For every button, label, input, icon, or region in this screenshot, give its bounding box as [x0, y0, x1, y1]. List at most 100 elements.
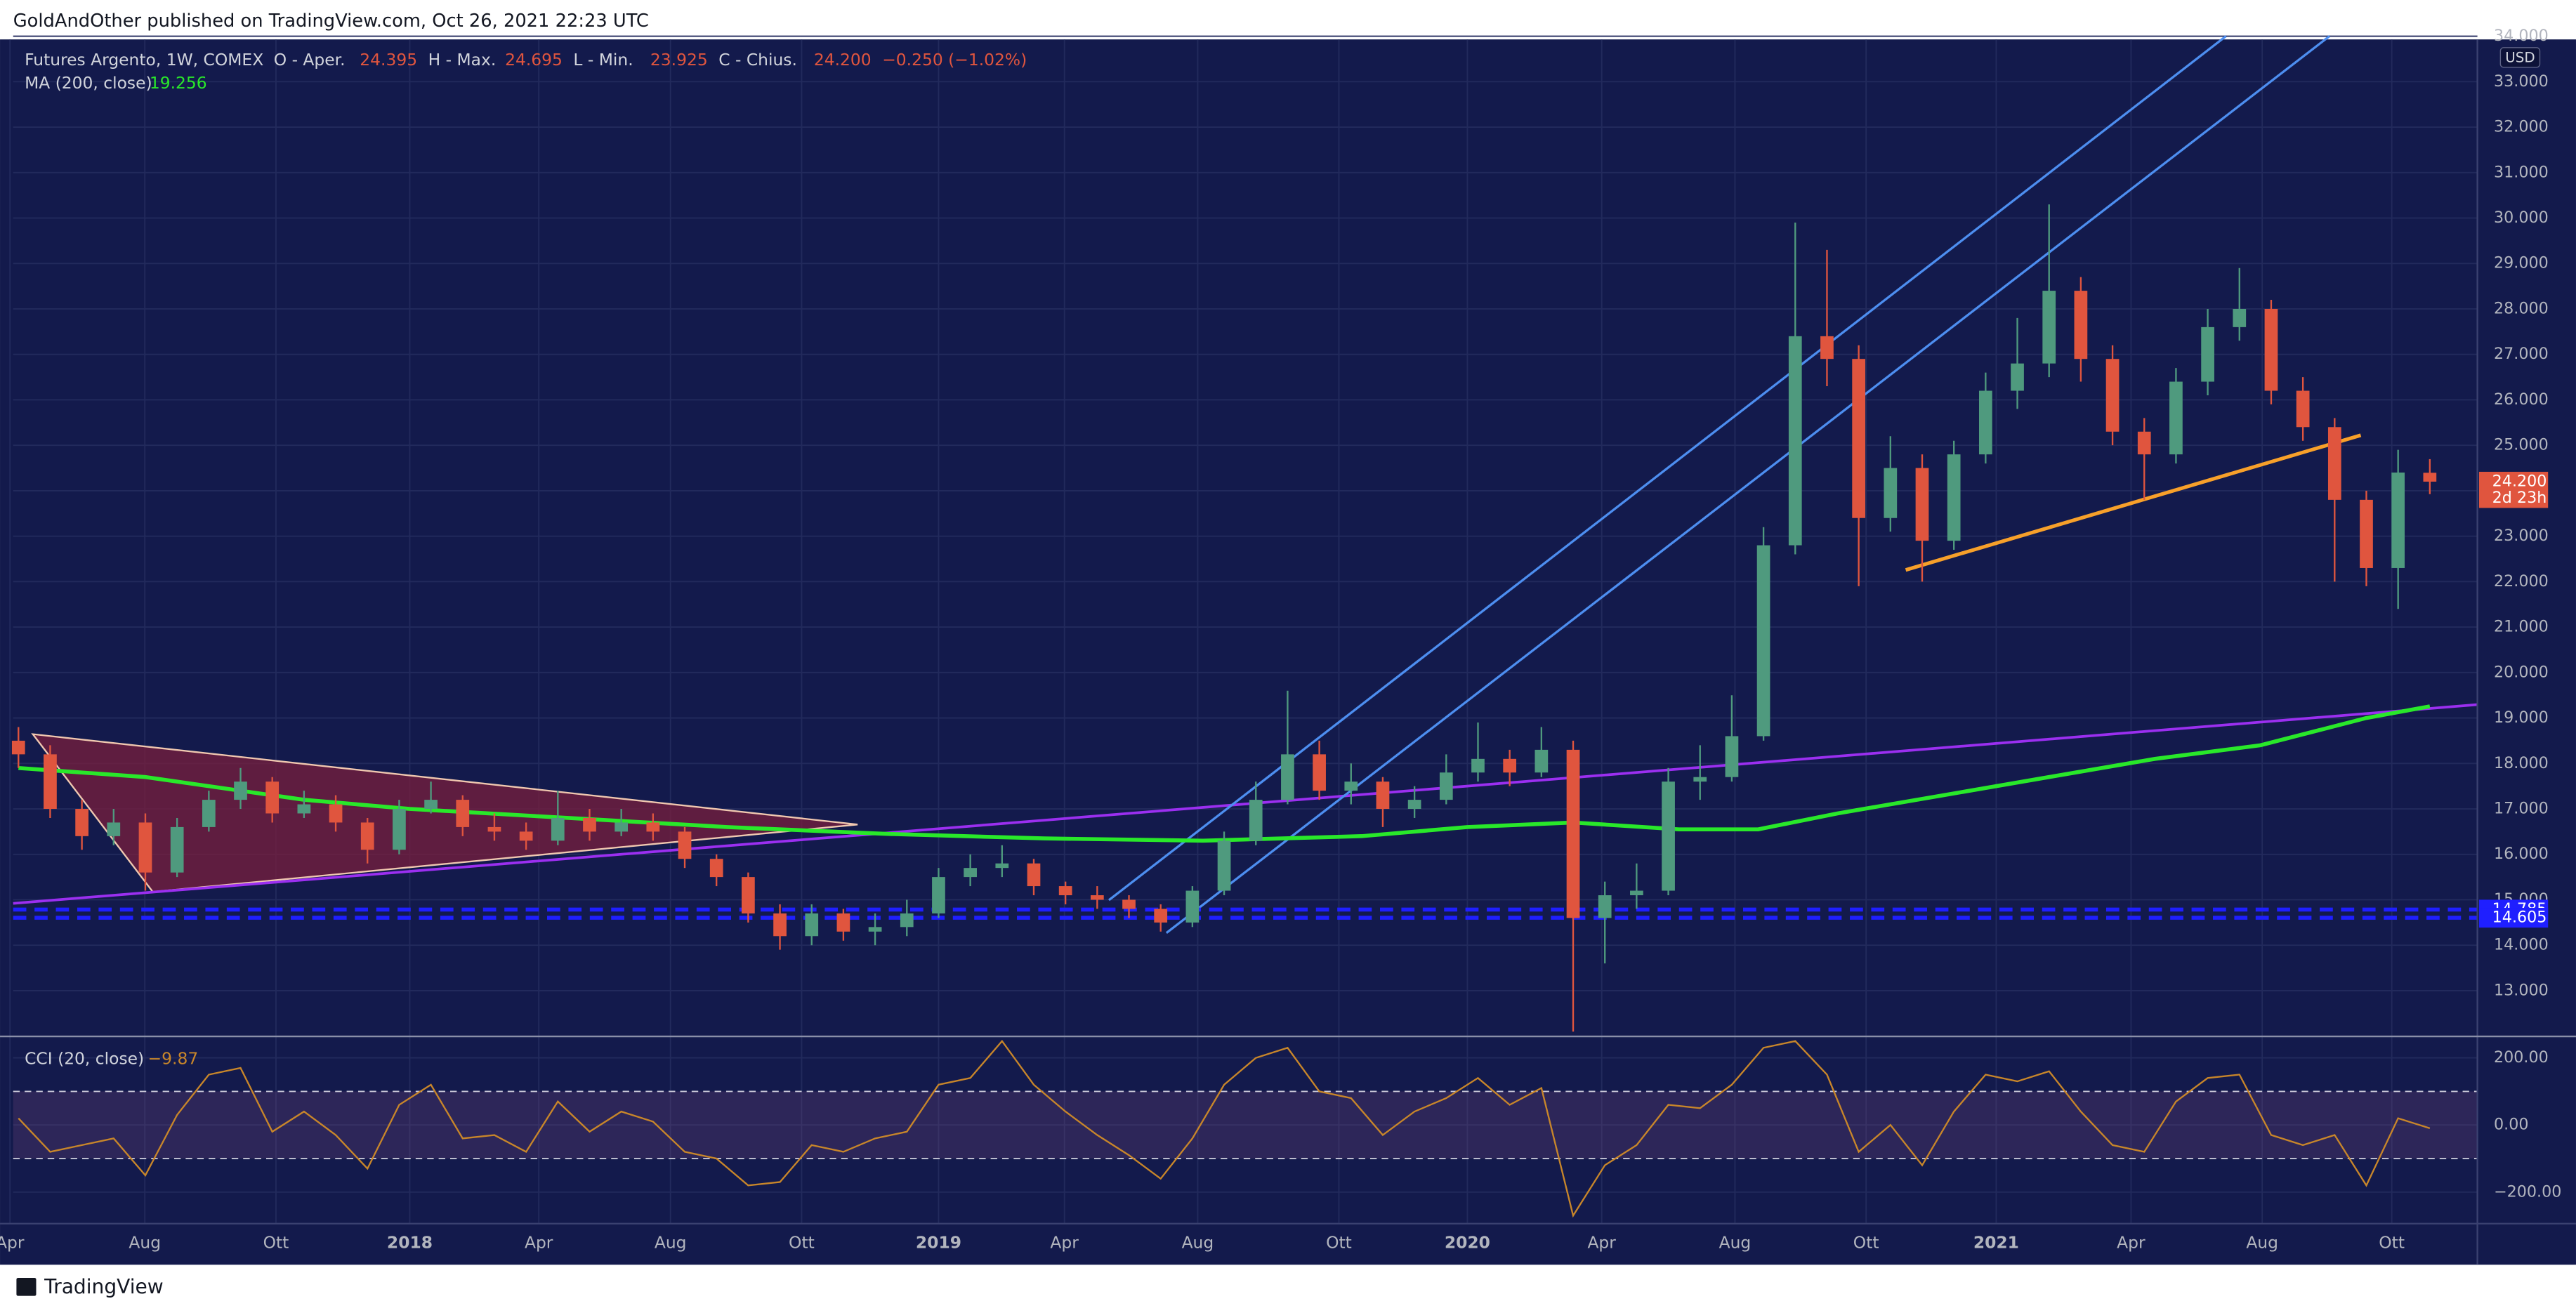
- candle-body: [519, 831, 533, 841]
- candle-body: [2296, 390, 2310, 428]
- triangle-pattern: [31, 733, 858, 893]
- candle-body: [2327, 427, 2341, 500]
- y-tick-label: 33.000: [2494, 72, 2549, 91]
- ohlc-value: 24.200: [814, 50, 872, 70]
- price-badge-countdown: 2d 23h: [2492, 489, 2547, 507]
- x-tick-label: Apr: [0, 1232, 25, 1252]
- candle-body: [360, 822, 374, 850]
- x-tick-label: Ott: [1326, 1232, 1352, 1252]
- candle-body: [1217, 840, 1231, 891]
- candle-body: [1566, 749, 1580, 918]
- y-tick-label: 26.000: [2494, 390, 2549, 409]
- x-tick-label: Apr: [525, 1232, 553, 1252]
- candle-body: [2360, 499, 2373, 568]
- candle-body: [1884, 468, 1898, 518]
- footer-logo: TradingView: [16, 1275, 164, 1298]
- y-tick-label: 29.000: [2494, 254, 2549, 272]
- candle-body: [456, 800, 470, 827]
- candle-body: [1249, 800, 1263, 841]
- y-tick-label: 13.000: [2494, 981, 2549, 999]
- candle-body: [2011, 363, 2024, 391]
- y-tick-label: 30.000: [2494, 209, 2549, 227]
- candle-body: [393, 809, 406, 850]
- ohlc-label: O - Aper.: [274, 50, 346, 70]
- candle-body: [1915, 468, 1929, 541]
- x-tick-label: Apr: [1050, 1232, 1079, 1252]
- candle-body: [1788, 336, 1802, 546]
- ma-last-value: 19.256: [150, 73, 207, 93]
- candle-body: [297, 804, 311, 814]
- candle-body: [138, 822, 152, 873]
- y-tick-label: 18.000: [2494, 754, 2549, 772]
- candle-body: [1693, 777, 1707, 782]
- candle-body: [170, 826, 184, 873]
- ma-legend: MA (200, close): [25, 73, 152, 93]
- candle-body: [1503, 758, 1517, 773]
- x-tick-label: Aug: [129, 1232, 161, 1252]
- candle-body: [995, 863, 1009, 869]
- y-tick-label: 14.000: [2494, 936, 2549, 954]
- candle-body: [646, 822, 660, 832]
- logo-mark: [16, 1277, 37, 1296]
- x-tick-label: Ott: [1853, 1232, 1879, 1252]
- x-tick-label: Ott: [263, 1232, 289, 1252]
- y-tick-label: 32.000: [2494, 118, 2549, 136]
- cci-tick-label: 200.00: [2494, 1048, 2549, 1067]
- candle-body: [2169, 381, 2183, 455]
- candle-body: [615, 822, 629, 832]
- brand-name: TradingView: [44, 1275, 164, 1298]
- ohlc-label: H - Max.: [428, 50, 497, 70]
- chart-background: [0, 39, 2576, 1265]
- candle-body: [234, 781, 247, 800]
- channel-line: [1165, 35, 2331, 934]
- channel-line: [1108, 35, 2227, 902]
- y-tick-label: 28.000: [2494, 299, 2549, 317]
- ohlc-label: L - Min.: [573, 50, 633, 70]
- currency-box: [2499, 47, 2541, 68]
- x-tick-label: Aug: [1719, 1232, 1752, 1252]
- candle-body: [1122, 899, 1136, 909]
- candle-body: [1535, 749, 1549, 773]
- candle-body: [583, 817, 596, 832]
- candle-body: [1947, 454, 1961, 541]
- candle-body: [1756, 545, 1770, 737]
- publish-header: GoldAndOther published on TradingView.co…: [13, 11, 649, 32]
- candle-body: [1662, 781, 1675, 891]
- candle-body: [1978, 390, 1992, 455]
- candle-body: [487, 826, 501, 832]
- candle-body: [773, 913, 787, 937]
- candle-body: [107, 822, 121, 836]
- candle-body: [1185, 890, 1200, 923]
- cci-tick-label: −200.00: [2494, 1182, 2561, 1201]
- candle-body: [2074, 291, 2088, 359]
- candle-body: [2233, 308, 2247, 327]
- x-tick-label: 2021: [1973, 1232, 2019, 1252]
- orange-trendline: [1905, 433, 2362, 572]
- y-tick-label: 31.000: [2494, 163, 2549, 181]
- candle-body: [2201, 326, 2214, 382]
- candle-body: [1630, 890, 1643, 896]
- cci-line: [18, 1039, 2431, 1218]
- y-tick-label: 17.000: [2494, 800, 2549, 818]
- candle-body: [1407, 800, 1421, 810]
- cci-tick-label: 0.00: [2494, 1116, 2528, 1134]
- candle-body: [900, 913, 914, 928]
- x-tick-label: Apr: [2117, 1232, 2145, 1252]
- candle-body: [44, 754, 57, 810]
- cci-last-value: −9.87: [148, 1048, 199, 1068]
- ohlc-legend: O - Aper. 24.395 H - Max. 24.695 L - Min. 23.…: [274, 50, 1027, 70]
- candle-body: [2264, 308, 2278, 391]
- y-tick-label: 34.000: [2494, 27, 2549, 45]
- y-tick-label: 16.000: [2494, 845, 2549, 863]
- candle-body: [805, 913, 819, 937]
- candle-body: [2137, 431, 2151, 455]
- x-tick-label: Ott: [789, 1232, 815, 1252]
- candle-body: [1281, 754, 1294, 800]
- x-tick-label: Aug: [2246, 1232, 2278, 1252]
- x-tick-label: Apr: [1587, 1232, 1616, 1252]
- candle-body: [1852, 359, 1865, 518]
- change-value: −0.250 (−1.02%): [882, 50, 1027, 70]
- y-tick-label: 20.000: [2494, 663, 2549, 681]
